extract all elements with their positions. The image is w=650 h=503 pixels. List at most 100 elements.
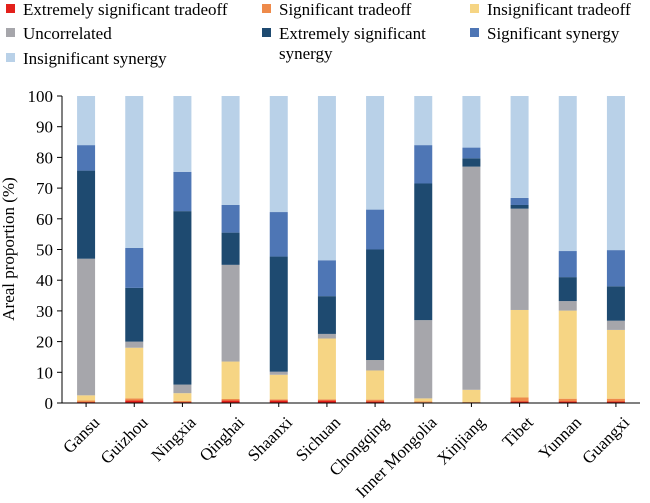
legend-label: Significant tradeoff <box>279 0 412 19</box>
legend-label: Insignificant tradeoff <box>487 0 631 19</box>
bar-segment-guizhou-significant-synergy <box>125 247 144 288</box>
bar-segment-shaanxi-extremely-significant-tradeoff <box>269 400 288 403</box>
bar-segment-shaanxi-significant-synergy <box>269 212 288 257</box>
bar-segment-chongqing-insignificant-tradeoff <box>366 370 385 400</box>
bar-segment-ningxia-significant-synergy <box>173 171 192 212</box>
legend-label: Significant synergy <box>487 24 620 43</box>
y-axis-label: Areal proportion (%) <box>0 177 18 321</box>
bar-segment-ningxia-insignificant-synergy <box>173 96 192 172</box>
y-tick-label: 30 <box>36 302 53 321</box>
bar-segment-chongqing-uncorrelated <box>366 360 385 371</box>
bar-segment-qinghai-insignificant-synergy <box>221 96 240 205</box>
bar-segment-sichuan-insignificant-tradeoff <box>317 338 336 400</box>
bar-segment-xinjiang-insignificant-synergy <box>462 96 481 148</box>
y-tick-label: 40 <box>36 271 53 290</box>
x-tick-label-shaanxi: Shaanxi <box>244 413 296 465</box>
bar-segment-gansu-significant-tradeoff <box>77 400 96 403</box>
bar-segment-guizhou-insignificant-tradeoff <box>125 347 144 399</box>
bar-segment-guizhou-insignificant-synergy <box>125 96 144 248</box>
y-tick-label: 100 <box>28 87 54 106</box>
legend-item-insignificant-tradeoff: Insignificant tradeoff <box>470 0 631 20</box>
bar-segment-ningxia-extremely-significant-synergy <box>173 211 192 385</box>
bar-segment-inner-mongolia-insignificant-tradeoff <box>414 398 433 402</box>
bar-segment-sichuan-uncorrelated <box>317 333 336 339</box>
legend-swatch <box>6 53 15 62</box>
legend-label: Extremely significant tradeoff <box>23 0 228 19</box>
legend-item-significant-tradeoff: Significant tradeoff <box>262 0 411 20</box>
bar-segment-tibet-uncorrelated <box>510 208 529 310</box>
x-tick-label-yunnan: Yunnan <box>535 413 586 464</box>
bar-segment-yunnan-insignificant-tradeoff <box>558 310 577 399</box>
bar-segment-guangxi-uncorrelated <box>606 320 625 330</box>
y-tick-label: 20 <box>36 333 53 352</box>
legend-swatch <box>262 28 271 37</box>
bar-segment-gansu-significant-synergy <box>77 145 96 171</box>
y-tick-label: 10 <box>36 363 53 382</box>
bar-segment-inner-mongolia-extremely-significant-synergy <box>414 183 433 321</box>
y-tick-label: 80 <box>36 148 53 167</box>
bar-segment-shaanxi-insignificant-tradeoff <box>269 374 288 400</box>
bar-segment-guangxi-significant-tradeoff <box>606 398 625 402</box>
bar-segment-guangxi-significant-synergy <box>606 250 625 287</box>
legend-label: Extremely significant synergy <box>279 24 426 63</box>
bar-segment-yunnan-extremely-significant-synergy <box>558 277 577 302</box>
y-tick-label: 60 <box>36 210 53 229</box>
x-tick-label-qinghai: Qinghai <box>196 413 248 465</box>
x-tick-label-tibet: Tibet <box>499 413 538 452</box>
bar-segment-yunnan-significant-tradeoff <box>558 398 577 402</box>
bar-segment-inner-mongolia-significant-synergy <box>414 145 433 184</box>
bar-segment-qinghai-insignificant-tradeoff <box>221 361 240 400</box>
bar-segment-sichuan-extremely-significant-tradeoff <box>317 400 336 403</box>
bar-segment-qinghai-extremely-significant-synergy <box>221 232 240 265</box>
bar-segment-guizhou-extremely-significant-tradeoff <box>125 400 144 403</box>
bar-segment-shaanxi-extremely-significant-synergy <box>269 256 288 372</box>
bar-segment-guizhou-extremely-significant-synergy <box>125 287 144 342</box>
bar-segment-inner-mongolia-significant-tradeoff <box>414 401 433 403</box>
legend-label: Insignificant synergy <box>23 49 167 68</box>
bar-segment-gansu-insignificant-tradeoff <box>77 395 96 401</box>
bar-segment-sichuan-extremely-significant-synergy <box>317 296 336 334</box>
y-tick-label: 0 <box>45 394 54 413</box>
bar-segment-chongqing-significant-synergy <box>366 209 385 250</box>
bar-segment-qinghai-significant-synergy <box>221 204 240 233</box>
bar-segment-qinghai-uncorrelated <box>221 264 240 362</box>
bar-segment-xinjiang-insignificant-tradeoff <box>462 389 481 403</box>
bar-segment-chongqing-extremely-significant-synergy <box>366 249 385 361</box>
bar-segment-shaanxi-significant-tradeoff <box>269 399 288 401</box>
bar-segment-yunnan-uncorrelated <box>558 301 577 311</box>
bar-segment-yunnan-significant-synergy <box>558 251 577 278</box>
bar-segment-xinjiang-significant-tradeoff <box>462 402 481 403</box>
bar-segment-gansu-extremely-significant-synergy <box>77 170 96 259</box>
bar-segment-xinjiang-uncorrelated <box>462 166 481 390</box>
bar-segment-guangxi-extremely-significant-synergy <box>606 286 625 321</box>
x-tick-label-gansu: Gansu <box>59 413 104 458</box>
bar-segment-qinghai-significant-tradeoff <box>221 399 240 401</box>
legend-item-extremely-significant-synergy: Extremely significant synergy <box>262 24 432 64</box>
legend-swatch <box>470 28 479 37</box>
bar-segment-guizhou-uncorrelated <box>125 341 144 348</box>
legend-label: Uncorrelated <box>23 24 112 43</box>
bar-segment-sichuan-significant-synergy <box>317 260 336 297</box>
bar-segment-inner-mongolia-uncorrelated <box>414 320 433 399</box>
bar-segment-tibet-significant-tradeoff <box>510 397 529 402</box>
bar-segment-chongqing-extremely-significant-tradeoff <box>366 401 385 403</box>
bar-segment-tibet-significant-synergy <box>510 197 529 205</box>
bar-segment-gansu-insignificant-synergy <box>77 96 96 146</box>
legend-swatch <box>262 4 271 13</box>
y-tick-label: 70 <box>36 179 53 198</box>
legend-item-extremely-significant-tradeoff: Extremely significant tradeoff <box>6 0 228 20</box>
legend-swatch <box>6 28 15 37</box>
x-tick-label-ningxia: Ningxia <box>148 413 200 465</box>
bar-segment-sichuan-significant-tradeoff <box>317 399 336 401</box>
bar-segment-chongqing-significant-tradeoff <box>366 399 385 402</box>
legend-item-insignificant-synergy: Insignificant synergy <box>6 49 167 69</box>
bar-segment-shaanxi-insignificant-synergy <box>269 96 288 213</box>
bar-segment-xinjiang-significant-synergy <box>462 147 481 159</box>
bar-segment-tibet-extremely-significant-synergy <box>510 204 529 209</box>
bar-segment-guangxi-insignificant-tradeoff <box>606 329 625 399</box>
y-tick-label: 90 <box>36 118 53 137</box>
x-tick-label-guangxi: Guangxi <box>578 413 633 468</box>
chart-legend: Extremely significant tradeoff Significan… <box>0 0 650 80</box>
bar-segment-chongqing-insignificant-synergy <box>366 96 385 210</box>
bar-segment-ningxia-uncorrelated <box>173 384 192 394</box>
